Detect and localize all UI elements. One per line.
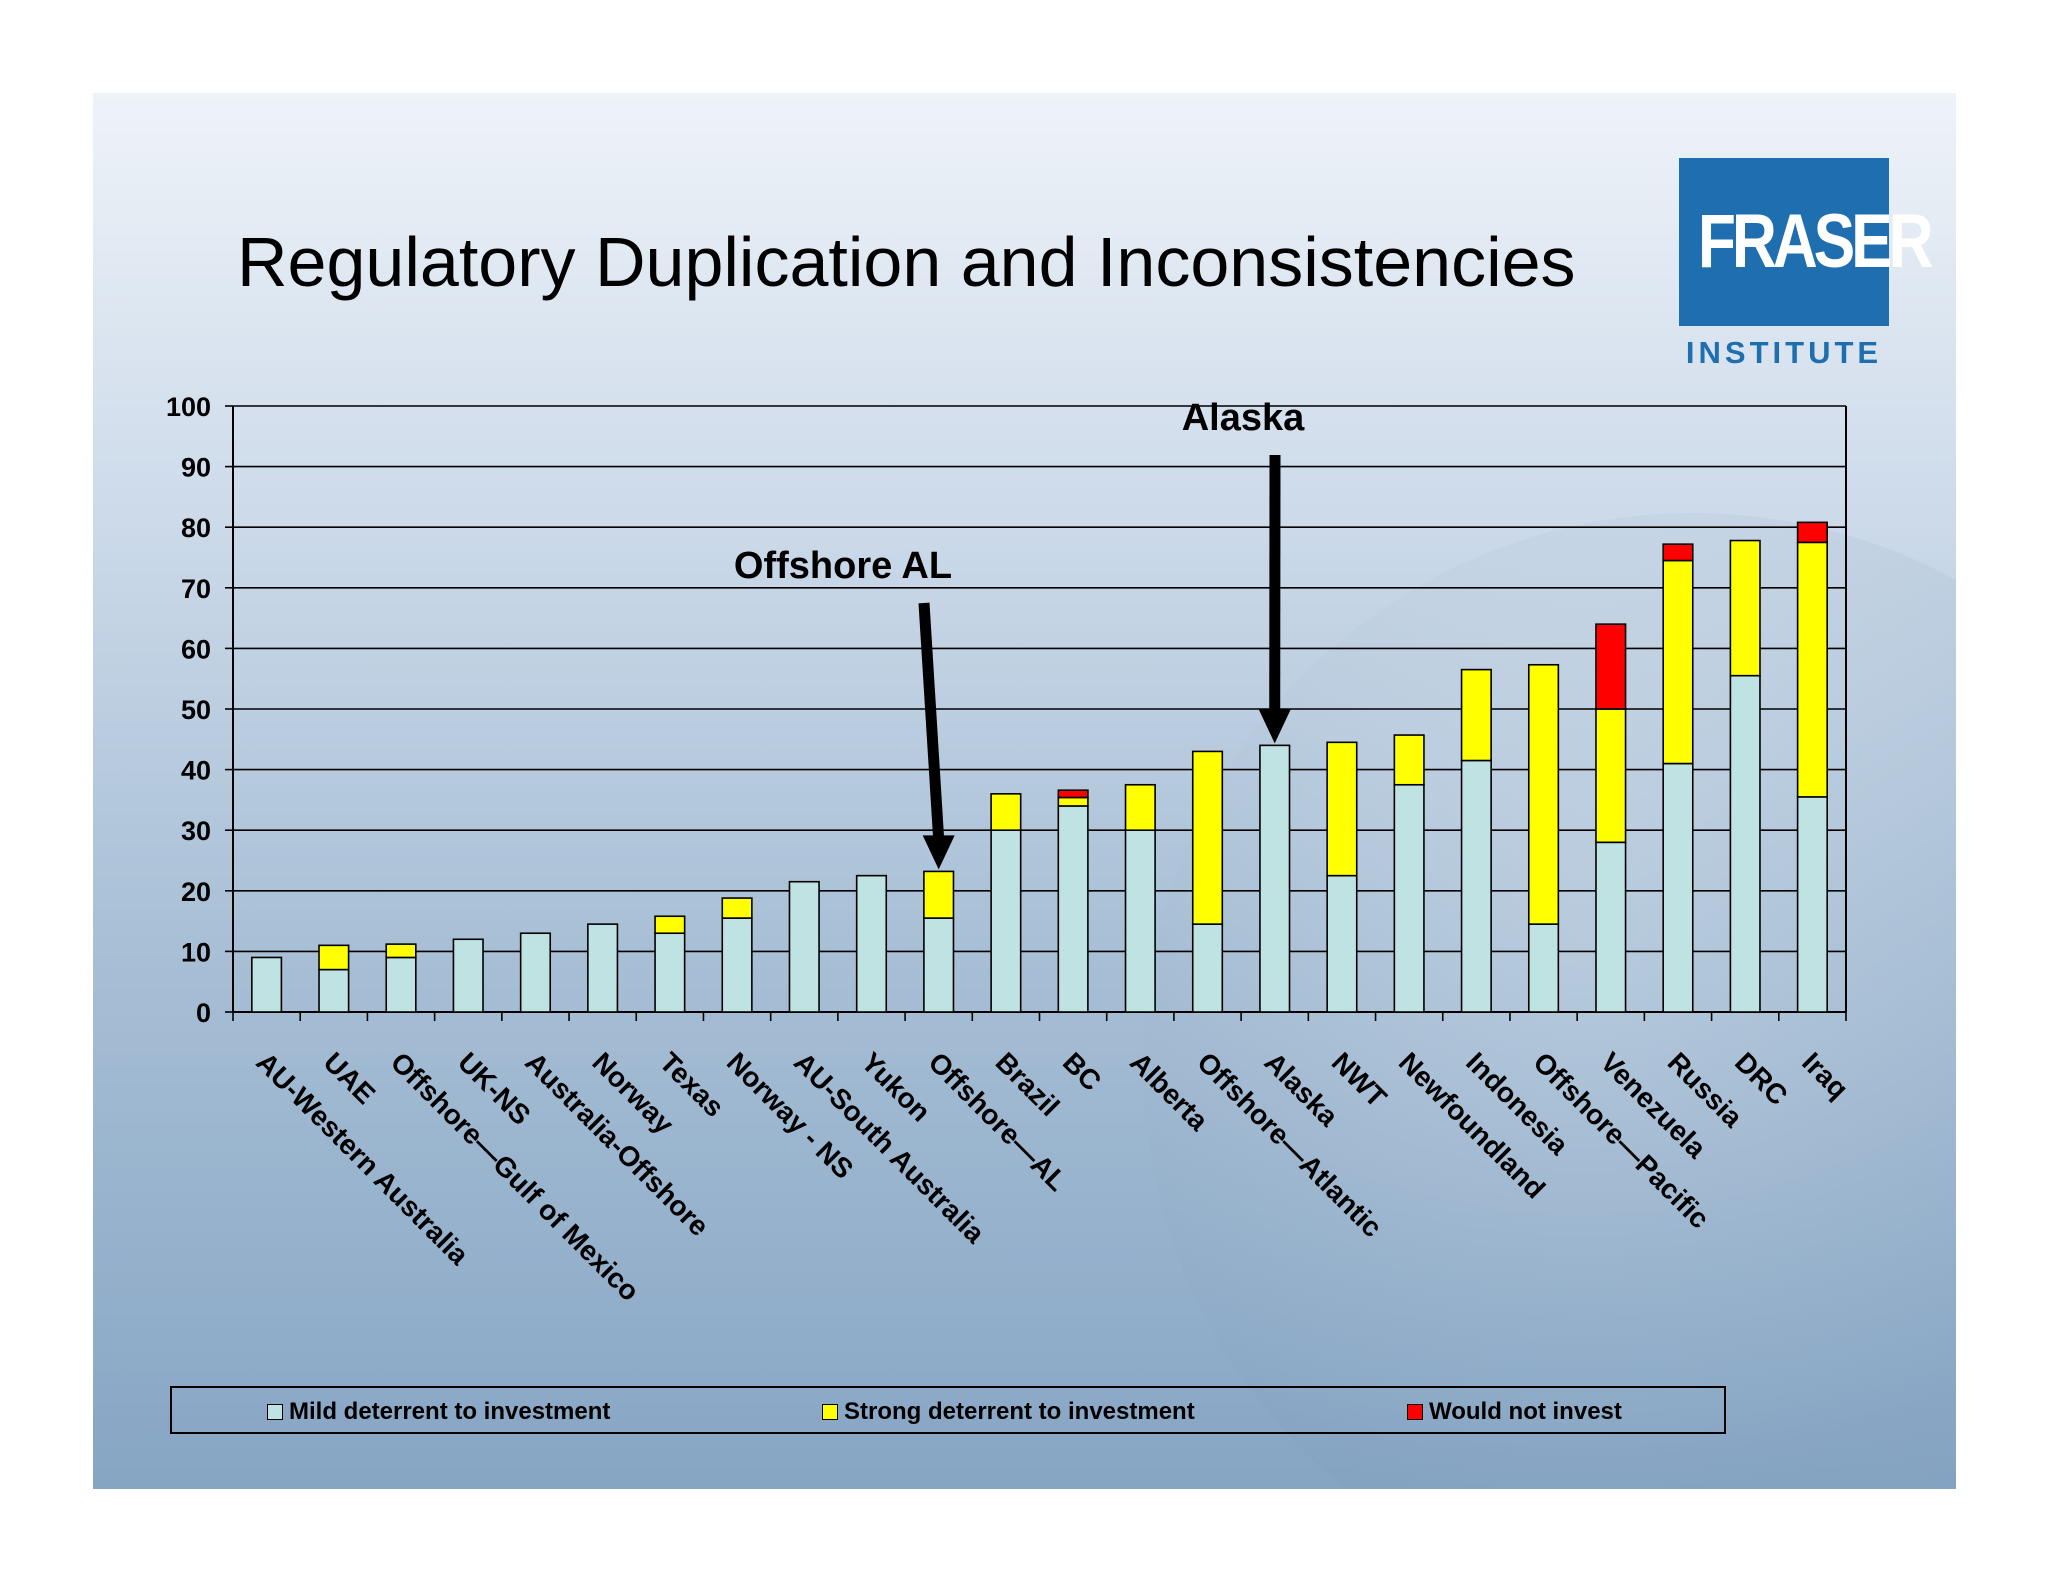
bar-brazil-s0 bbox=[990, 829, 1022, 1013]
bar-iraq-s0 bbox=[1796, 796, 1828, 1013]
arrow-shaft-offshore-al bbox=[918, 602, 945, 840]
bar-norway-ns-s0 bbox=[721, 917, 753, 1013]
bar-venezuela-s2 bbox=[1595, 623, 1627, 710]
bar-nwt-s0 bbox=[1326, 874, 1358, 1013]
bar-offshore-al-s0 bbox=[923, 917, 955, 1013]
chart-legend: Mild deterrent to investment Strong dete… bbox=[170, 1386, 1726, 1434]
bar-au-south-australia-s0 bbox=[788, 880, 820, 1013]
arrow-head-alaska bbox=[1258, 709, 1291, 744]
bar-offshore-atlantic-s0 bbox=[1191, 923, 1224, 1013]
bar-alberta-s1 bbox=[1124, 783, 1156, 832]
y-tick-label-90: 90 bbox=[181, 453, 211, 483]
fraser-logo: FRASER bbox=[1679, 158, 1934, 326]
bar-offshore-atlantic-s1 bbox=[1191, 750, 1224, 925]
legend-item-would-not: Would not invest bbox=[1407, 1398, 1622, 1426]
bar-uae-s1 bbox=[318, 944, 350, 971]
y-tick-label-20: 20 bbox=[181, 877, 211, 907]
legend-label-strong: Strong deterrent to investment bbox=[844, 1398, 1195, 1425]
bar-alberta-s0 bbox=[1124, 829, 1156, 1013]
bar-offshore-al-s1 bbox=[923, 870, 955, 919]
bar-brazil-s1 bbox=[990, 793, 1022, 832]
bar-nwt-s1 bbox=[1326, 741, 1358, 877]
bar-alaska-s0 bbox=[1259, 744, 1291, 1013]
arrow-head-offshore-al bbox=[922, 835, 955, 870]
y-tick-label-40: 40 bbox=[181, 756, 211, 786]
bar-iraq-s2 bbox=[1796, 521, 1828, 544]
y-tick-label-60: 60 bbox=[181, 634, 211, 664]
bar-bc-s0 bbox=[1057, 805, 1089, 1013]
bar-newfoundland-s1 bbox=[1393, 734, 1425, 786]
bar-yukon-s0 bbox=[855, 874, 888, 1013]
x-tick-label-bc: BC bbox=[1057, 1046, 1108, 1097]
y-tick-label-30: 30 bbox=[181, 816, 211, 846]
y-tick-label-70: 70 bbox=[181, 574, 211, 604]
y-tick-label-50: 50 bbox=[181, 695, 211, 725]
bar-australia-offshore-s0 bbox=[519, 932, 552, 1013]
bar-offshore-pacific-s0 bbox=[1527, 923, 1560, 1013]
y-tick-label-10: 10 bbox=[181, 937, 211, 967]
legend-label-would-not: Would not invest bbox=[1429, 1398, 1622, 1425]
bar-texas-s1 bbox=[654, 915, 686, 935]
bar-drc-s1 bbox=[1729, 539, 1761, 677]
bar-indonesia-s1 bbox=[1460, 668, 1492, 762]
bar-drc-s0 bbox=[1729, 674, 1761, 1013]
bar-bc-s1 bbox=[1057, 796, 1089, 807]
legend-swatch-strong bbox=[822, 1404, 838, 1420]
annotation-offshore-al: Offshore AL bbox=[734, 545, 952, 587]
legend-item-mild: Mild deterrent to investment bbox=[267, 1398, 610, 1426]
legend-item-strong: Strong deterrent to investment bbox=[822, 1398, 1195, 1426]
bar-offshore-gulf-of-mexico-s1 bbox=[385, 943, 417, 959]
bar-russia-s2 bbox=[1662, 543, 1694, 562]
bar-venezuela-s0 bbox=[1595, 841, 1627, 1013]
legend-label-mild: Mild deterrent to investment bbox=[289, 1398, 611, 1425]
y-tick-label-0: 0 bbox=[196, 998, 211, 1028]
bar-norway-ns-s1 bbox=[721, 897, 753, 919]
bar-venezuela-s1 bbox=[1595, 708, 1627, 844]
bar-uk-ns-s0 bbox=[452, 938, 484, 1013]
bar-iraq-s1 bbox=[1796, 541, 1828, 798]
bar-newfoundland-s0 bbox=[1393, 783, 1425, 1013]
bar-russia-s0 bbox=[1662, 762, 1694, 1013]
x-tick-label-iraq: Iraq bbox=[1796, 1046, 1854, 1104]
bar-bc-s2 bbox=[1057, 789, 1089, 799]
bar-offshore-pacific-s1 bbox=[1527, 663, 1560, 925]
bar-indonesia-s0 bbox=[1460, 759, 1492, 1013]
bar-uae-s0 bbox=[318, 968, 350, 1013]
bar-offshore-gulf-of-mexico-s0 bbox=[385, 956, 417, 1013]
bar-au-western-australia-s0 bbox=[251, 956, 283, 1013]
bar-russia-s1 bbox=[1662, 559, 1694, 765]
y-tick-label-80: 80 bbox=[181, 513, 211, 543]
bar-texas-s0 bbox=[654, 932, 686, 1013]
annotation-alaska: Alaska bbox=[1182, 397, 1305, 439]
bar-norway-s0 bbox=[587, 923, 619, 1013]
legend-swatch-mild bbox=[267, 1404, 283, 1420]
logo-subtitle: INSTITUTE bbox=[1685, 335, 1883, 370]
legend-swatch-would-not bbox=[1407, 1404, 1423, 1420]
y-tick-label-100: 100 bbox=[166, 392, 211, 422]
page-title: Regulatory Duplication and Inconsistenci… bbox=[237, 223, 1576, 301]
